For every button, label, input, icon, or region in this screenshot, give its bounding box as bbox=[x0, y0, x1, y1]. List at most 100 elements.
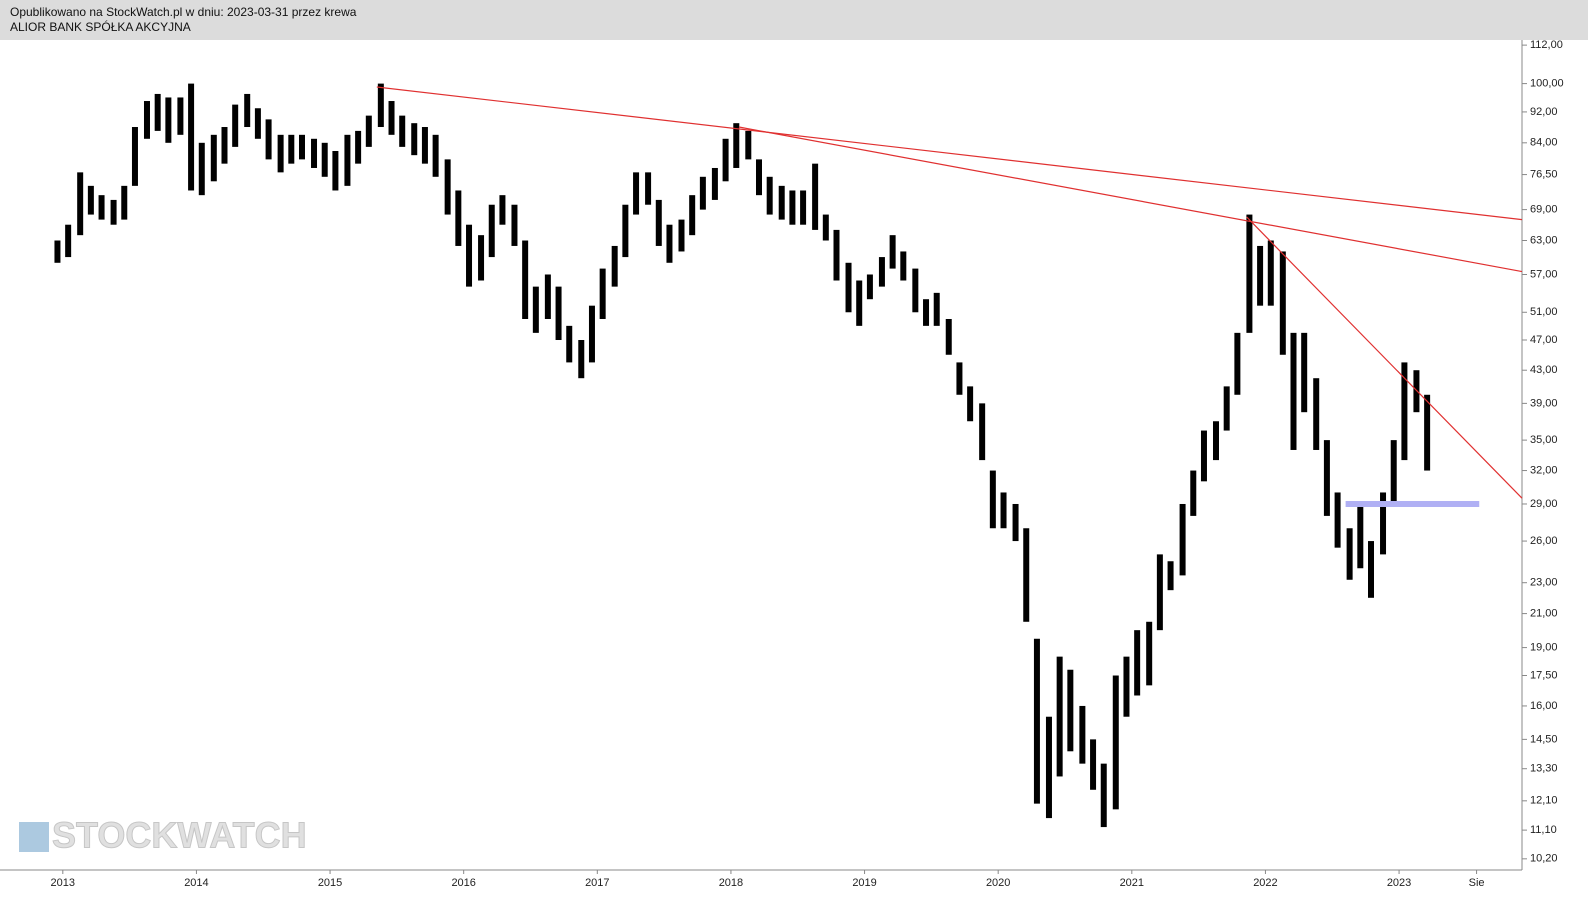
price-bar bbox=[1301, 332, 1308, 413]
y-tick-label: 112,00 bbox=[1530, 40, 1563, 51]
y-tick-label: 57,00 bbox=[1530, 268, 1558, 280]
y-tick-label: 39,00 bbox=[1530, 397, 1558, 409]
y-tick-label: 47,00 bbox=[1530, 334, 1558, 346]
y-tick-label: 10,20 bbox=[1530, 853, 1558, 865]
x-tick-label: 2021 bbox=[1120, 877, 1144, 889]
price-bar bbox=[1146, 621, 1153, 686]
y-tick-label: 29,00 bbox=[1530, 498, 1558, 510]
price-bar bbox=[1290, 332, 1297, 450]
price-bar bbox=[689, 195, 696, 236]
price-bar bbox=[1380, 492, 1387, 555]
price-bar bbox=[766, 176, 773, 215]
price-bar bbox=[344, 134, 351, 186]
x-tick-label: 2016 bbox=[451, 877, 475, 889]
price-bar bbox=[1313, 378, 1320, 450]
price-bar bbox=[956, 362, 963, 395]
price-bar bbox=[1079, 705, 1086, 764]
y-tick-label: 19,00 bbox=[1530, 641, 1558, 653]
y-tick-label: 12,10 bbox=[1530, 795, 1558, 807]
price-bar bbox=[588, 305, 595, 363]
price-bar bbox=[131, 127, 138, 186]
price-bar bbox=[1100, 763, 1107, 828]
y-tick-label: 21,00 bbox=[1530, 608, 1558, 620]
price-bar bbox=[1357, 503, 1364, 569]
price-bar bbox=[1156, 554, 1163, 631]
price-bar bbox=[210, 134, 217, 182]
y-tick-label: 32,00 bbox=[1530, 464, 1558, 476]
price-bar bbox=[1033, 638, 1040, 804]
price-bar bbox=[866, 274, 873, 300]
price-bar bbox=[455, 190, 462, 246]
y-tick-label: 69,00 bbox=[1530, 204, 1558, 216]
price-bar bbox=[989, 470, 996, 529]
price-bar bbox=[1223, 386, 1230, 431]
price-bar bbox=[177, 97, 184, 135]
price-bar bbox=[733, 123, 740, 168]
price-bar bbox=[1134, 630, 1141, 696]
price-bar bbox=[188, 83, 195, 191]
price-bar bbox=[900, 251, 907, 281]
price-bar bbox=[221, 127, 228, 164]
price-bar bbox=[311, 138, 318, 168]
x-tick-label: 2020 bbox=[986, 877, 1010, 889]
price-bar bbox=[1090, 739, 1097, 790]
price-bar bbox=[1279, 251, 1286, 355]
price-bar bbox=[878, 257, 885, 287]
trend-line bbox=[1246, 216, 1523, 499]
x-tick-label: Sie bbox=[1469, 877, 1485, 889]
price-bar bbox=[800, 190, 807, 225]
price-bar bbox=[65, 224, 72, 258]
price-bar bbox=[889, 235, 896, 269]
watermark-text: STOCKWATCH bbox=[52, 815, 307, 856]
price-bar bbox=[1212, 421, 1219, 461]
price-bar bbox=[1056, 656, 1063, 777]
price-bar bbox=[154, 93, 161, 131]
x-tick-label: 2022 bbox=[1253, 877, 1277, 889]
price-bar bbox=[611, 245, 618, 287]
price-bar bbox=[1390, 440, 1397, 504]
price-bar bbox=[488, 204, 495, 258]
price-bar bbox=[288, 134, 295, 164]
price-bar bbox=[365, 115, 372, 147]
price-bar bbox=[522, 240, 529, 319]
price-bar bbox=[789, 190, 796, 225]
price-bar bbox=[87, 185, 94, 215]
price-bar bbox=[812, 163, 819, 230]
price-bar bbox=[1368, 541, 1375, 598]
price-bar bbox=[511, 204, 518, 246]
watermark: STOCKWATCH bbox=[19, 814, 307, 856]
trend-line bbox=[738, 126, 1523, 273]
price-bar bbox=[833, 229, 840, 281]
price-bar bbox=[645, 172, 652, 205]
price-bar bbox=[77, 172, 84, 236]
price-bar bbox=[332, 150, 339, 191]
price-bar bbox=[1346, 528, 1353, 580]
price-bar bbox=[1323, 440, 1330, 516]
price-bar bbox=[98, 195, 105, 220]
price-bar bbox=[1023, 528, 1030, 622]
price-bar bbox=[845, 262, 852, 313]
price-bar bbox=[321, 142, 328, 177]
price-bar bbox=[110, 199, 117, 225]
price-bar bbox=[499, 195, 506, 225]
price-bar bbox=[1112, 675, 1119, 810]
y-tick-label: 76,50 bbox=[1530, 168, 1558, 180]
price-bar bbox=[566, 325, 573, 363]
trend-line bbox=[376, 86, 1523, 221]
price-bar bbox=[1234, 332, 1241, 395]
price-bar bbox=[1424, 394, 1431, 471]
header: Opublikowano na StockWatch.pl w dniu: 20… bbox=[0, 0, 1588, 40]
price-bar bbox=[1067, 669, 1074, 752]
price-bar bbox=[377, 83, 384, 128]
y-tick-label: 14,50 bbox=[1530, 733, 1558, 745]
price-bar bbox=[1200, 430, 1207, 482]
price-bar bbox=[165, 97, 172, 143]
price-bar bbox=[1190, 470, 1197, 516]
y-tick-label: 13,30 bbox=[1530, 763, 1558, 775]
price-bar bbox=[411, 123, 418, 156]
price-bar bbox=[298, 134, 305, 160]
y-tick-label: 23,00 bbox=[1530, 577, 1558, 589]
logo-icon bbox=[19, 822, 49, 852]
y-tick-label: 51,00 bbox=[1530, 306, 1558, 318]
